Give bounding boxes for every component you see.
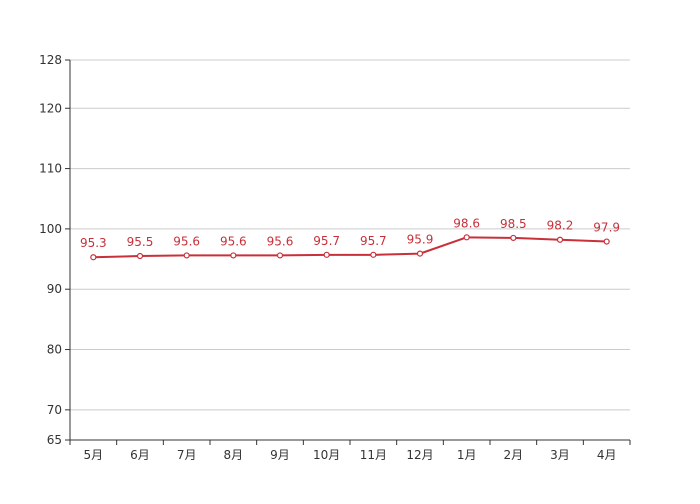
data-point: [183, 252, 190, 259]
y-tick-label: 120: [39, 101, 62, 115]
gridlines: [70, 59, 630, 411]
series-layer: [90, 234, 610, 261]
data-point: [230, 252, 237, 259]
data-point: [90, 254, 97, 261]
x-tick-label: 3月: [550, 448, 570, 462]
data-point: [463, 234, 470, 241]
data-point: [136, 252, 144, 260]
data-point: [603, 238, 610, 245]
y-tick-label: 100: [39, 222, 62, 236]
axes: 65 70 80 90 100 110 120 128 5月 6月 7月 8月 9月 10月 11月 12月 1…: [39, 53, 631, 462]
x-tick-label: 4月: [597, 448, 617, 462]
data-point: [323, 251, 330, 258]
data-label: 98.6: [453, 216, 480, 230]
y-tick-label: 80: [47, 343, 62, 357]
x-tick-label: 8月: [224, 448, 244, 462]
data-point: [370, 251, 377, 258]
data-label: 98.2: [547, 219, 574, 233]
x-tick-label: 2月: [504, 448, 524, 462]
x-tick-label: 5月: [84, 448, 104, 462]
x-tick-label: 10月: [313, 448, 340, 462]
y-tick-label: 65: [47, 433, 62, 447]
x-tick-label: 7月: [177, 448, 197, 462]
data-label: 95.5: [127, 235, 154, 249]
data-label: 95.6: [220, 234, 247, 248]
data-label: 95.6: [173, 234, 200, 248]
x-tick-label: 9月: [270, 448, 290, 462]
y-tick-label: 70: [47, 403, 62, 417]
data-point: [510, 234, 517, 242]
data-label: 98.5: [500, 217, 527, 231]
data-label: 95.7: [313, 234, 340, 248]
x-tick-label: 12月: [406, 448, 433, 462]
data-label: 97.9: [593, 221, 620, 235]
x-tick-label: 6月: [130, 448, 150, 462]
data-label: 95.3: [80, 236, 107, 250]
x-tick-label: 1月: [457, 448, 477, 462]
data-label: 95.6: [267, 234, 294, 248]
y-tick-label: 90: [47, 282, 62, 296]
y-tick-label: 110: [39, 162, 62, 176]
data-point: [276, 252, 284, 259]
data-point: [416, 250, 424, 257]
data-labels: 95.3 95.5 95.6 95.6 95.6 95.7 95.7 95.9 98.6 98.5…: [80, 216, 620, 250]
series-line: [93, 236, 607, 259]
y-tick-label: 128: [39, 53, 62, 67]
data-label: 95.9: [407, 233, 434, 247]
x-tick-label: 11月: [360, 448, 387, 462]
data-label: 95.7: [360, 234, 387, 248]
data-point: [556, 236, 564, 243]
